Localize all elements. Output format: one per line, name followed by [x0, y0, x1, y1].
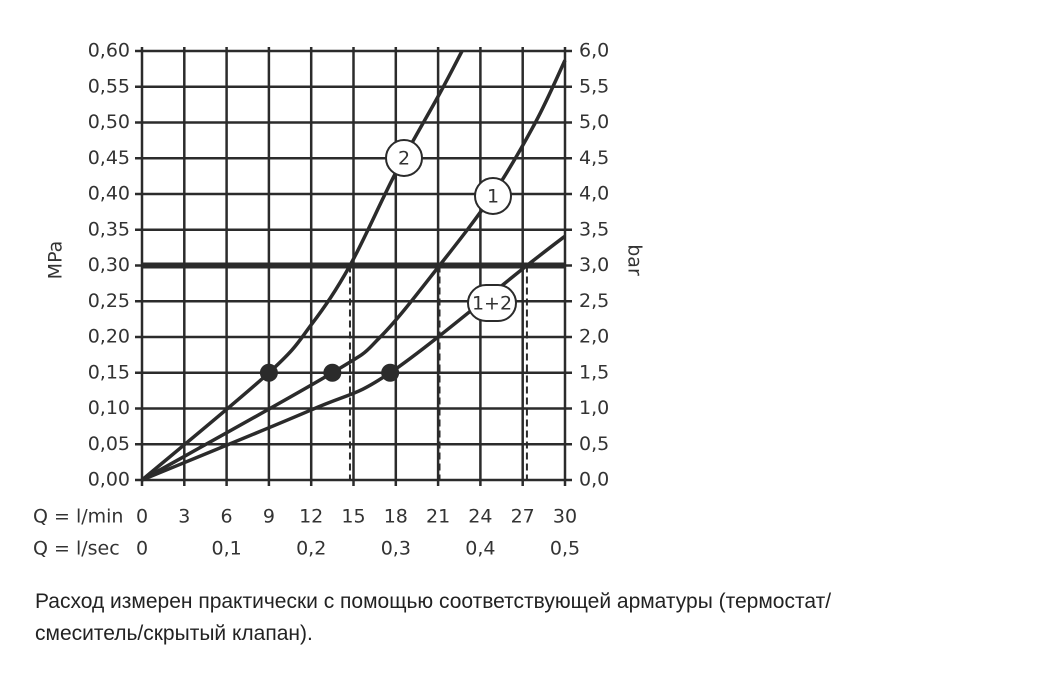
- y2-tick-label: 6,0: [579, 40, 609, 62]
- x-tick-label: 6: [221, 506, 233, 528]
- curve: [140, 50, 464, 482]
- x-tick-label: 30: [553, 506, 577, 528]
- y2-tick-label: 3,5: [579, 218, 609, 240]
- curve: [141, 59, 567, 482]
- chart: MPa bar Q = l/min Q = l/sec 0,000,050,10…: [33, 40, 646, 560]
- y-tick-label: 0,15: [88, 361, 130, 383]
- x2-tick-label: 0,2: [296, 538, 326, 560]
- y-tick-label: 0,20: [88, 326, 130, 348]
- y-tick-label: 0,10: [88, 397, 130, 419]
- x-tick-label: 21: [426, 506, 450, 528]
- x2-tick-label: 0,3: [381, 538, 411, 560]
- y-tick-label: 0,35: [88, 218, 130, 240]
- y2-tick-label: 1,5: [579, 361, 609, 383]
- y2-tick-label: 0,0: [579, 469, 609, 491]
- y2-tick-label: 5,5: [579, 75, 609, 97]
- x2-tick-label: 0,1: [211, 538, 241, 560]
- y2-tick-label: 1,0: [579, 397, 609, 419]
- x-axis-title: Q = l/min: [33, 506, 123, 528]
- x2-tick-label: 0: [136, 538, 148, 560]
- y2-tick-label: 2,0: [579, 326, 609, 348]
- y2-axis-title: bar: [624, 244, 646, 276]
- y-tick-label: 0,45: [88, 147, 130, 169]
- curve-label-box: [474, 177, 512, 215]
- y-tick-label: 0,05: [88, 433, 130, 455]
- x2-tick-label: 0,4: [465, 538, 495, 560]
- x2-axis-title: Q = l/sec: [33, 538, 120, 560]
- x-tick-label: 18: [384, 506, 408, 528]
- y-tick-label: 0,55: [88, 75, 130, 97]
- caption: смеситель/скрытый клапан).: [35, 622, 313, 645]
- y2-tick-label: 0,5: [579, 433, 609, 455]
- y-axis-title: MPa: [45, 241, 67, 280]
- x-tick-label: 27: [511, 506, 535, 528]
- x-tick-label: 3: [178, 506, 190, 528]
- curve-label-box: [467, 284, 517, 322]
- y-tick-label: 0,30: [88, 254, 130, 276]
- x-tick-label: 9: [263, 506, 275, 528]
- y-tick-label: 0,40: [88, 183, 130, 205]
- x2-tick-label: 0,5: [550, 538, 580, 560]
- operating-point: [259, 363, 278, 382]
- x-tick-label: 15: [341, 506, 365, 528]
- y-tick-label: 0,00: [88, 469, 130, 491]
- operating-point: [323, 363, 342, 382]
- y2-tick-label: 5,0: [579, 111, 609, 133]
- curve-label-box: [385, 139, 423, 177]
- caption: Расход измерен практически с помощью соо…: [35, 590, 832, 613]
- x-tick-label: 24: [468, 506, 492, 528]
- y2-tick-label: 4,5: [579, 147, 609, 169]
- curve-label: 2: [398, 148, 410, 170]
- y2-tick-label: 3,0: [579, 254, 609, 276]
- curve-label: 1: [487, 186, 499, 208]
- y2-tick-label: 2,5: [579, 290, 609, 312]
- x-tick-label: 12: [299, 506, 323, 528]
- y-tick-label: 0,25: [88, 290, 130, 312]
- operating-point: [381, 363, 400, 382]
- y-tick-label: 0,60: [88, 40, 130, 62]
- curve-label: 1+2: [472, 293, 512, 315]
- y2-tick-label: 4,0: [579, 183, 609, 205]
- x-tick-label: 0: [136, 506, 148, 528]
- y-tick-label: 0,50: [88, 111, 130, 133]
